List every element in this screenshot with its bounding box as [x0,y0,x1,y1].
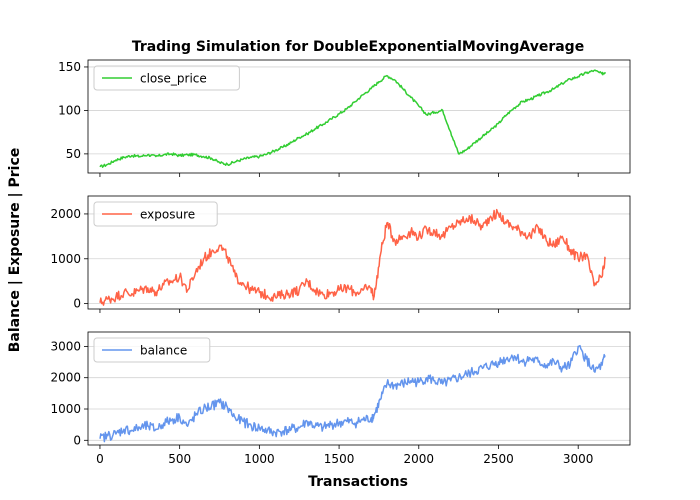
axes-frame [87,195,631,310]
axes-frame [87,331,631,446]
x-tick-label: 2000 [404,452,435,466]
y-tick-label: 1000 [50,252,81,266]
x-tick-label: 1500 [324,452,355,466]
series-line-balance [99,344,606,443]
axes-frame [87,59,631,174]
y-tick-label: 0 [73,297,81,311]
y-tick-label: 100 [58,103,81,117]
x-tick-label: 3000 [563,452,594,466]
legend-label: close_price [140,72,207,86]
chart-title: Trading Simulation for DoubleExponential… [132,39,584,55]
y-tick-label: 2000 [50,371,81,385]
subplot-3: 0 1000 2000 3000 0 500 1000 1500 2000 2500 3000 bal… [50,331,631,466]
x-tick-label: 2500 [483,452,514,466]
series-line-close_price [99,69,606,168]
subplots: 50 100 150 close_price 0 1000 2000 exposure 0 100… [50,59,631,466]
legend-box [93,201,218,227]
legend-box [93,65,240,91]
x-axis-label: Transactions [308,474,408,490]
x-tick-label: 500 [168,452,191,466]
y-tick-label: 0 [73,433,81,447]
x-tick-label: 0 [96,452,104,466]
y-tick-label: 3000 [50,339,81,353]
subplot-1: 50 100 150 close_price [58,59,631,177]
series-line-exposure [99,208,607,306]
legend-label: balance [140,344,187,358]
y-tick-label: 1000 [50,402,81,416]
y-tick-label: 50 [66,147,81,161]
y-axis-label: Balance | Exposure | Price [7,148,23,353]
legend-box [93,337,211,363]
x-tick-label: 1000 [244,452,275,466]
subplot-2: 0 1000 2000 exposure [50,195,631,313]
legend-label: exposure [140,208,195,222]
y-tick-label: 150 [58,60,81,74]
y-tick-label: 2000 [50,207,81,221]
